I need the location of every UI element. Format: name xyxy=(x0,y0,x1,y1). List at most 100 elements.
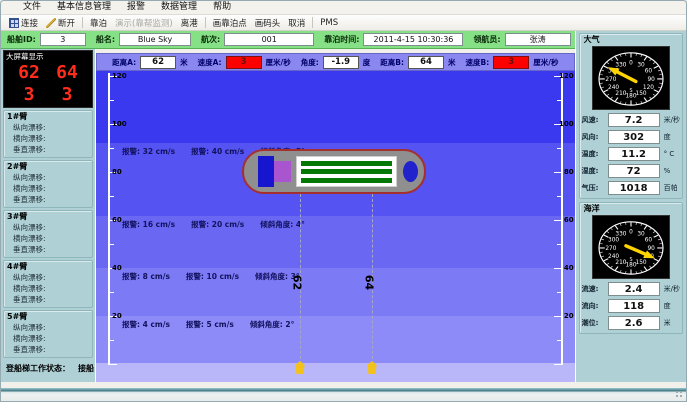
axis-tick xyxy=(110,340,114,341)
info-field-value[interactable]: 张涛 xyxy=(504,33,571,46)
menu-item[interactable]: 帮助 xyxy=(213,2,232,12)
arm-group-title: 1#臂 xyxy=(7,112,28,121)
env-field-unit: % xyxy=(663,167,671,175)
axis-tick xyxy=(556,244,561,245)
env-field: 风速: 7.2 米/秒 xyxy=(582,113,680,127)
info-field-value[interactable]: Blue Sky xyxy=(119,33,192,46)
arm-group: 5#臂 纵向漂移: 横向漂移: 垂直漂移: xyxy=(3,310,93,358)
alarm-band: 报警: 4 cm/s 报警: 5 cm/s 倾斜角度: 2° xyxy=(96,316,575,363)
toolbar-button[interactable]: 连接 xyxy=(5,16,42,30)
drift-label: 横向漂移: xyxy=(13,334,46,343)
drift-panel: 大屏幕显示 62 64 3 3 1#臂 纵向漂移: 横向漂移: 垂直漂移: 2#臂纵向漂移: 横… xyxy=(1,49,96,382)
env-field-label: 气压: xyxy=(581,184,599,192)
info-field-label: 靠泊时间: xyxy=(324,35,360,44)
chart-header-unit: 厘米/秒 xyxy=(265,57,291,67)
chart-header-label: 速度A: xyxy=(197,57,222,67)
axis-tick xyxy=(553,124,561,125)
toolbar-button[interactable]: 画码头 xyxy=(251,16,285,30)
gauge-needle-arrow xyxy=(607,67,620,76)
chart-header-unit: 度 xyxy=(362,57,371,67)
info-field: 船名: Blue Sky xyxy=(96,33,192,46)
alarm-band-labels: 报警: 8 cm/s 报警: 10 cm/s 倾斜角度: 3° xyxy=(96,268,575,282)
disconnect-icon xyxy=(46,17,57,28)
gauge-degree-label: 270 xyxy=(605,246,616,252)
gauge-degree-label: 90 xyxy=(647,77,655,83)
info-field-value[interactable]: 2011-4-15 10:30:36 xyxy=(363,33,464,46)
menu-item[interactable]: 报警 xyxy=(127,2,146,12)
berthing-chart: 距离A: 62 米速度A: 3 厘米/秒 角度: -1.9 度距离B: 64 米速度B: 3 厘米/秒… xyxy=(96,53,575,382)
env-field-value: 1018 xyxy=(607,181,660,195)
alarm-threshold-a: 报警: 16 cm/s xyxy=(122,220,176,229)
toolbar-button-label: PMS xyxy=(320,17,339,28)
axis-tick-label: 40 xyxy=(563,264,574,272)
status-bar xyxy=(1,382,686,401)
resize-grip[interactable] xyxy=(675,390,683,398)
axis-tick xyxy=(553,268,561,269)
env-field: 流速: 2.4 米/秒 xyxy=(582,282,680,296)
menu-bar: 文件 基本信息管理 报警 数据管理 帮助 xyxy=(1,1,686,15)
display-title: 大屏幕显示 xyxy=(6,52,44,61)
env-field-label: 风速: xyxy=(581,116,599,124)
arm-group-title: 2#臂 xyxy=(7,162,28,171)
toolbar-button-label: 演示(靠帮监测) xyxy=(115,18,173,29)
info-field-value[interactable]: 001 xyxy=(224,33,315,46)
gauge-degree-label: 270 xyxy=(605,77,616,83)
drift-label: 垂直漂移: xyxy=(13,345,46,354)
gauge-degree-label: 240 xyxy=(608,85,619,91)
gauge-degree-label: 120 xyxy=(643,85,654,91)
ship-bow-ellipse xyxy=(403,161,418,182)
toolbar-separator xyxy=(204,17,206,28)
env-field-label: 湿度: xyxy=(581,167,599,175)
drift-label: 纵向漂移: xyxy=(13,173,46,182)
gauge-degree-label: 150 xyxy=(635,91,646,97)
sensor-marker xyxy=(295,361,305,374)
env-group-title: 海洋 xyxy=(583,204,600,213)
toolbar-button[interactable]: PMS xyxy=(316,16,342,30)
alarm-value-box: 3 xyxy=(225,55,262,69)
env-field: 湿度: 72% xyxy=(582,164,680,178)
menu-item[interactable]: 基本信息管理 xyxy=(57,2,112,12)
env-field: 风向: 302 度 xyxy=(582,130,680,144)
gauge-degree-label: 180 xyxy=(625,93,636,99)
toolbar-button[interactable]: 断开 xyxy=(42,16,79,30)
menu-item[interactable]: 文件 xyxy=(23,2,42,12)
arm-group-title: 5#臂 xyxy=(7,312,28,321)
env-field-unit: 米 xyxy=(663,319,671,327)
axis-tick xyxy=(553,364,561,365)
gauge-degree-label: 180 xyxy=(625,262,636,268)
gangway-status-value: 接船 xyxy=(78,364,94,373)
env-field: 气压: 1018 百帕 xyxy=(582,181,680,195)
env-field-label: 温度: xyxy=(581,150,599,158)
toolbar-button[interactable]: 画靠泊点 xyxy=(209,16,251,30)
compass-gauge: 0306090120150180210240270300330S xyxy=(591,46,670,110)
arm-group: 1#臂 纵向漂移: 横向漂移: 垂直漂移: xyxy=(3,110,93,158)
menu-item[interactable]: 数据管理 xyxy=(161,2,198,12)
gauge-needle-arrow xyxy=(643,250,655,259)
display-values: 62 64 3 3 xyxy=(4,61,92,105)
left-center-column: 船舶ID: 3 船名: Blue Sky 航次: 001 靠泊时间: 2011-4-15 10… xyxy=(1,31,575,382)
toolbar-button-label: 连接 xyxy=(21,18,39,29)
toolbar-button-label: 离港 xyxy=(180,18,198,29)
gauge-degree-label: 210 xyxy=(615,91,626,97)
env-field-value: 7.2 xyxy=(607,113,660,127)
axis-tick-label: 80 xyxy=(563,168,574,176)
env-field-unit: ° C xyxy=(663,150,675,158)
gauge-degree-label: 240 xyxy=(608,254,619,260)
axis-tick xyxy=(110,364,117,365)
gangway-status-label: 登船梯工作状态： xyxy=(6,364,70,373)
env-field-label: 潮位: xyxy=(581,319,599,327)
axis-tick-label: 40 xyxy=(112,264,122,272)
axis-tick xyxy=(556,100,561,101)
env-field-value: 118 xyxy=(607,299,660,313)
axis-tick xyxy=(110,196,114,197)
toolbar-button[interactable]: 取消 xyxy=(284,16,309,30)
compass-gauge: 0306090120150180210240270300330S xyxy=(591,215,670,279)
tilt-threshold: 倾斜角度: 3° xyxy=(255,272,300,281)
info-field-value[interactable]: 3 xyxy=(39,33,86,46)
alarm-band: 报警: 16 cm/s 报警: 20 cm/s 倾斜角度: 4° xyxy=(96,216,575,268)
arm-group: 3#臂 纵向漂移: 横向漂移: 垂直漂移: xyxy=(3,210,93,258)
toolbar-button[interactable]: 离港 xyxy=(177,16,202,30)
toolbar-button[interactable]: 靠泊 xyxy=(86,16,111,30)
env-field-label: 流向: xyxy=(581,302,599,310)
